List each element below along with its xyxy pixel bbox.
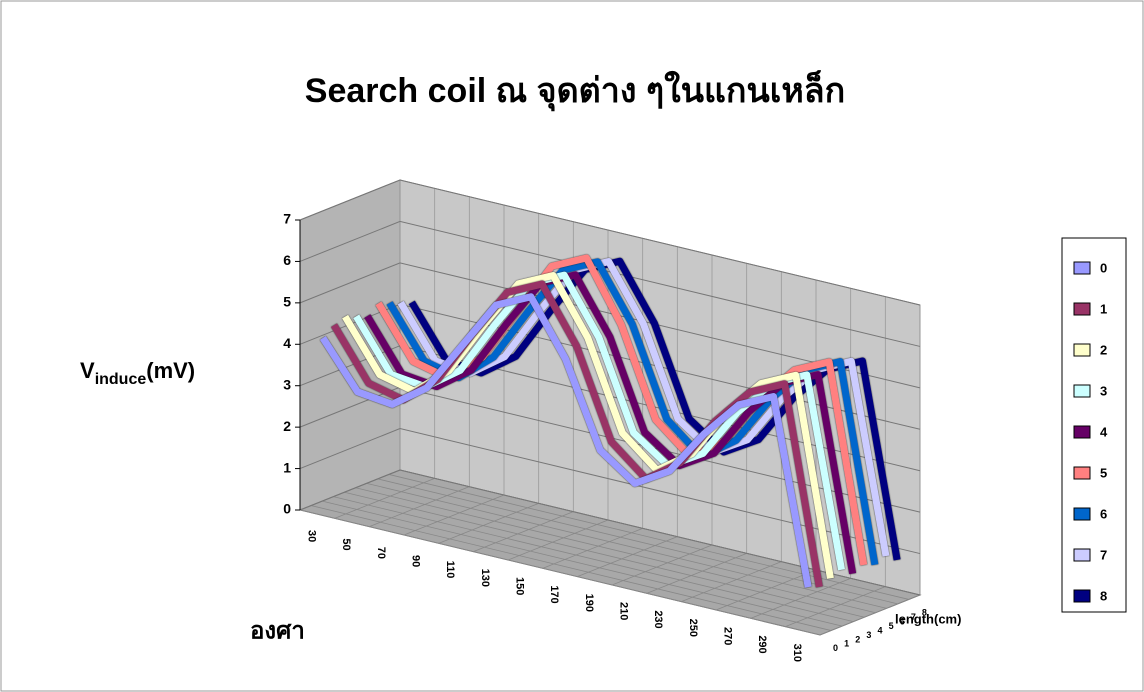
- x-tick-label: 50: [340, 538, 352, 550]
- z-tick-label: 7: [911, 612, 916, 622]
- floor-grid-line: [344, 491, 865, 618]
- floor-grid-line: [388, 474, 909, 600]
- grid-line: [299, 428, 921, 555]
- floor-grid-line: [355, 487, 876, 614]
- legend-swatch: [1073, 425, 1091, 439]
- legend-swatch: [1073, 589, 1091, 603]
- y-tick-label: 0: [283, 501, 291, 517]
- y-tick-label: 4: [283, 335, 291, 351]
- floor-grid-line: [299, 509, 821, 636]
- floor-grid-line: [611, 544, 713, 586]
- x-tick-label: 210: [617, 602, 629, 620]
- floor-grid-line: [750, 577, 851, 619]
- x-tick-label: 270: [721, 627, 733, 645]
- x-tick-label: 110: [444, 561, 456, 579]
- x-tick-label: 150: [513, 577, 525, 595]
- legend-label: 1: [1100, 301, 1107, 316]
- legend-label: 4: [1100, 424, 1108, 439]
- grid-line: [299, 220, 921, 347]
- floor-grid-line: [646, 552, 747, 594]
- z-tick-label: 2: [855, 634, 860, 644]
- legend-label: 5: [1100, 465, 1107, 480]
- legend-swatch: [1073, 302, 1091, 316]
- y-label-sub: induce: [95, 371, 147, 388]
- z-tick-label: 5: [889, 621, 894, 631]
- legend-label: 2: [1100, 342, 1107, 357]
- z-tick-label: 6: [900, 616, 905, 626]
- floor-grid-line: [322, 500, 843, 627]
- floor-grid-line: [333, 496, 854, 623]
- x-tick-label: 130: [479, 569, 491, 587]
- x-tick-label: 290: [756, 635, 768, 653]
- legend-swatch: [1073, 384, 1091, 398]
- grid-line: [299, 179, 921, 306]
- x-tick-label: 230: [652, 610, 664, 628]
- series-ribbon: [364, 271, 857, 575]
- x-tick-label: 70: [375, 547, 387, 559]
- y-tick-label: 1: [283, 459, 291, 475]
- floor-grid-line: [507, 519, 609, 561]
- legend-label: 0: [1100, 260, 1107, 275]
- x-tick-label: 90: [409, 555, 421, 567]
- x-tick-label: 170: [548, 585, 560, 603]
- floor-grid-line: [542, 527, 643, 569]
- y-tick-label: 3: [283, 376, 291, 392]
- z-tick-label: 4: [877, 625, 882, 635]
- floor-grid-line: [681, 561, 782, 603]
- legend-swatch: [1073, 466, 1091, 480]
- floor-grid-line: [334, 477, 435, 519]
- legend-swatch: [1073, 343, 1091, 357]
- z-tick-label: 0: [833, 643, 838, 653]
- floor-grid-line: [819, 594, 921, 636]
- x-tick-label: 250: [687, 619, 699, 637]
- x-axis-label: องศา: [250, 617, 305, 644]
- y-label-unit: (mV): [146, 358, 195, 383]
- legend-swatch: [1073, 507, 1091, 521]
- legend-label: 3: [1100, 383, 1107, 398]
- floor-grid-line: [311, 505, 832, 631]
- series-ribbon: [319, 293, 812, 588]
- legend-label: 6: [1100, 506, 1107, 521]
- legend-swatch: [1073, 261, 1091, 275]
- z-tick-label: 8: [922, 608, 927, 618]
- floor-grid-line: [577, 536, 678, 578]
- legend-label: 7: [1100, 547, 1107, 562]
- floor-grid-line: [715, 569, 817, 611]
- y-tick-label: 5: [283, 294, 291, 310]
- floor-grid-line: [473, 511, 574, 553]
- y-axis-label: Vinduce(mV): [80, 358, 195, 388]
- grid-line: [299, 469, 921, 596]
- legend-swatch: [1073, 548, 1091, 562]
- y-tick-label: 6: [283, 252, 291, 268]
- x-tick-label: 190: [583, 594, 595, 612]
- y-tick-label: 2: [283, 418, 291, 434]
- z-axis-label: length(cm): [895, 611, 961, 626]
- floor-grid-line: [403, 494, 505, 536]
- z-tick-label: 3: [866, 630, 871, 640]
- floor-grid-line: [438, 502, 539, 544]
- x-tick-label: 30: [305, 530, 317, 542]
- y-tick-label: 7: [283, 211, 291, 227]
- legend-label: 8: [1100, 588, 1107, 603]
- y-label-main: V: [80, 358, 95, 383]
- floor-grid-line: [785, 586, 886, 628]
- floor-grid-line: [377, 478, 898, 605]
- legend-box: [1061, 237, 1127, 613]
- floor-grid-line: [369, 486, 470, 528]
- x-tick-label: 310: [791, 644, 803, 662]
- chart-title: Search coil ณ จุดต่าง ๆในแกนเหล็ก: [305, 69, 845, 112]
- grid-line: [299, 262, 921, 389]
- floor-grid-line: [366, 482, 887, 609]
- z-tick-label: 1: [844, 639, 849, 649]
